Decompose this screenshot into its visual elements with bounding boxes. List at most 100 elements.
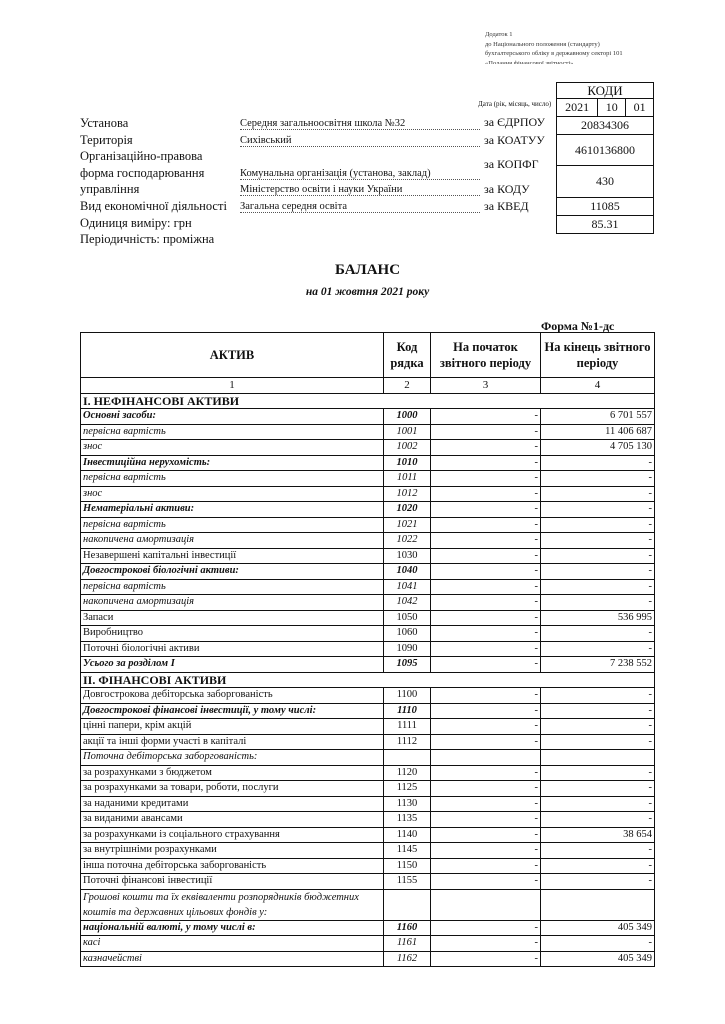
row-start-value: - xyxy=(430,439,541,456)
row-code xyxy=(383,749,431,766)
kodu-code: 11085 xyxy=(557,197,653,215)
section-title: І. НЕФІНАНСОВІ АКТИВИ xyxy=(80,392,655,409)
row-code: 1050 xyxy=(383,609,431,626)
row-end-value: - xyxy=(540,795,655,812)
koatuu-label: за КОАТУУ xyxy=(484,133,545,147)
table-row: первісна вартість 1001-11 406 687 xyxy=(80,423,655,440)
section-header: ІІ. ФІНАНСОВІ АКТИВИ xyxy=(80,671,655,688)
row-label: інша поточна дебіторська заборгованість xyxy=(80,857,384,874)
row-end-value: - xyxy=(540,718,655,735)
legal-form-label-2: форма господарювання xyxy=(80,166,205,180)
row-start-value: - xyxy=(430,780,541,797)
row-start-value: - xyxy=(430,873,541,890)
row-code: 1120 xyxy=(383,764,431,781)
row-end-value: 4 705 130 xyxy=(540,439,655,456)
row-start-value: - xyxy=(430,501,541,518)
row-end-value: - xyxy=(540,811,655,828)
table-row: Довгострокові фінансові інвестиції, у то… xyxy=(80,702,655,719)
row-label: Грошові кошти та їх еквіваленти розпоряд… xyxy=(80,888,384,921)
date-row: 2021 10 01 xyxy=(557,98,653,116)
row-label: за наданими кредитами xyxy=(80,795,384,812)
note-line: «Подання фінансової звітності» xyxy=(485,59,574,64)
row-end-value: - xyxy=(540,857,655,874)
header-code: Код рядка xyxy=(383,332,431,378)
date-month: 10 xyxy=(597,99,625,116)
table-row: Нематеріальні активи: 1020- - xyxy=(80,501,655,518)
document-title: БАЛАНС xyxy=(334,262,401,278)
row-code: 1041 xyxy=(383,578,431,595)
row-end-value: - xyxy=(540,532,655,549)
row-code: 1162 xyxy=(383,950,431,967)
activity-value: Загальна середня освіта xyxy=(240,201,480,213)
row-end-value: - xyxy=(540,501,655,518)
table-row: Запаси 1050-536 995 xyxy=(80,609,655,626)
row-code: 1040 xyxy=(383,563,431,580)
appendix-note: Додаток 1 до Національного положення (ст… xyxy=(485,30,623,64)
row-end-value: 405 349 xyxy=(540,919,655,936)
note-line: бухгалтерського обліку в державному сект… xyxy=(485,50,623,57)
table-row: знос 1012- - xyxy=(80,485,655,502)
management-value: Міністерство освіти і науки України xyxy=(240,184,480,196)
table-row: Поточні фінансові інвестиції 1155- - xyxy=(80,873,655,890)
row-end-value: - xyxy=(540,842,655,859)
row-label: Поточні біологічні активи xyxy=(80,640,384,657)
note-line: до Національного положення (стандарту) xyxy=(485,40,600,48)
row-code: 1140 xyxy=(383,826,431,843)
row-end-value: - xyxy=(540,470,655,487)
legal-form-value: Комунальна організація (установа, заклад… xyxy=(240,168,480,180)
unit-label: Одиниця виміру: грн xyxy=(80,216,192,230)
row-label: за розрахунками за товари, роботи, послу… xyxy=(80,780,384,797)
row-start-value: - xyxy=(430,470,541,487)
row-start-value: - xyxy=(430,733,541,750)
row-label: за виданими авансами xyxy=(80,811,384,828)
table-row: за розрахунками із соціального страхуван… xyxy=(80,826,655,843)
row-label: знос xyxy=(80,439,384,456)
row-start-value: - xyxy=(430,485,541,502)
row-start-value xyxy=(430,749,541,766)
row-label: знос xyxy=(80,485,384,502)
row-start-value: - xyxy=(430,656,541,673)
edrpou-code: 20834306 xyxy=(557,116,653,134)
table-row: за виданими авансами 1135- - xyxy=(80,811,655,828)
header-asset: АКТИВ xyxy=(80,332,384,378)
row-start-value: - xyxy=(430,702,541,719)
row-end-value: 6 701 557 xyxy=(540,408,655,425)
kopfg-label: за КОПФГ xyxy=(484,157,539,171)
note-line: Додаток 1 xyxy=(485,31,513,38)
col-number: 4 xyxy=(540,377,655,394)
row-start-value: - xyxy=(430,423,541,440)
date-label: Дата (рік, місяць, число) xyxy=(478,100,552,108)
row-code: 1112 xyxy=(383,733,431,750)
table-row: Довгострокова дебіторська заборгованість… xyxy=(80,687,655,704)
table-row: за наданими кредитами 1130- - xyxy=(80,795,655,812)
row-label: накопичена амортизація xyxy=(80,594,384,611)
row-label: за внутрішніми розрахунками xyxy=(80,842,384,859)
row-code: 1001 xyxy=(383,423,431,440)
table-row: акції та інші форми участі в капіталі 111… xyxy=(80,733,655,750)
row-code: 1030 xyxy=(383,547,431,564)
row-end-value: - xyxy=(540,702,655,719)
row-code: 1150 xyxy=(383,857,431,874)
institution-label: Установа xyxy=(80,116,129,130)
row-code: 1090 xyxy=(383,640,431,657)
row-end-value: 11 406 687 xyxy=(540,423,655,440)
row-end-value: - xyxy=(540,687,655,704)
row-code xyxy=(383,888,431,921)
codes-header: КОДИ xyxy=(587,83,623,98)
codes-box: КОДИ 2021 10 01 20834306 4610136800 430 … xyxy=(556,82,654,234)
row-label: Довгострокові фінансові інвестиції, у то… xyxy=(80,702,384,719)
row-label: цінні папери, крім акцій xyxy=(80,718,384,735)
row-start-value: - xyxy=(430,408,541,425)
management-label: управління xyxy=(80,182,140,196)
row-code: 1155 xyxy=(383,873,431,890)
row-code: 1130 xyxy=(383,795,431,812)
activity-label: Вид економічної діяльності xyxy=(80,199,227,213)
table-row: Довгострокові біологічні активи: 1040- - xyxy=(80,563,655,580)
row-label: первісна вартість xyxy=(80,516,384,533)
row-code: 1145 xyxy=(383,842,431,859)
row-label: Незавершені капітальні інвестиції xyxy=(80,547,384,564)
row-code: 1011 xyxy=(383,470,431,487)
row-end-value: 7 238 552 xyxy=(540,656,655,673)
row-label: акції та інші форми участі в капіталі xyxy=(80,733,384,750)
table-row: Незавершені капітальні інвестиції 1030- - xyxy=(80,547,655,564)
